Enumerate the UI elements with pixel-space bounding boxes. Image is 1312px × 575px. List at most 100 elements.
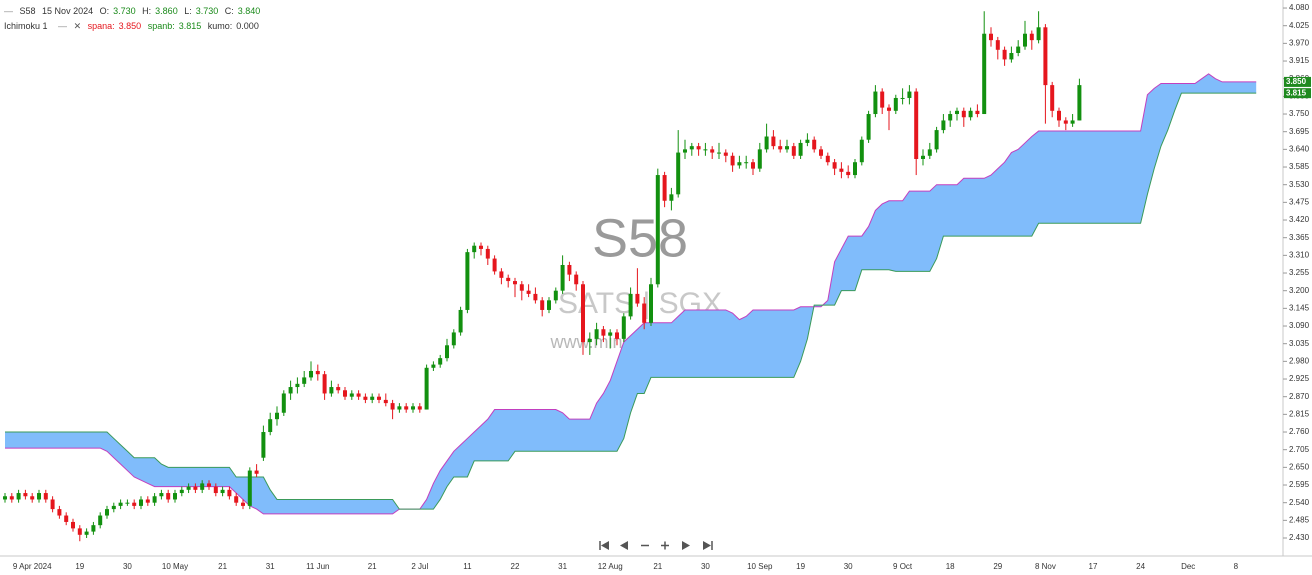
candle-body xyxy=(213,486,218,494)
candle-body xyxy=(173,493,177,500)
y-tick-label: 3.915 xyxy=(1289,56,1310,65)
close-label: C: xyxy=(224,6,234,16)
y-tick-label: 2.705 xyxy=(1289,445,1310,454)
low-label: L: xyxy=(184,6,192,16)
candle-body xyxy=(574,274,579,285)
candle-body xyxy=(77,528,82,535)
y-tick-label: 2.485 xyxy=(1289,515,1310,524)
candle-body xyxy=(832,162,837,169)
x-tick-label: 31 xyxy=(558,562,567,571)
candle-body xyxy=(281,393,286,413)
candle-body xyxy=(649,284,653,323)
x-tick-label: 30 xyxy=(844,562,853,571)
candle-body xyxy=(234,496,239,503)
x-tick-label: 8 xyxy=(1234,562,1239,571)
candle-body xyxy=(723,152,728,156)
plot-area xyxy=(3,11,1257,542)
candle-body xyxy=(771,136,776,147)
candle-body xyxy=(139,499,143,506)
candle-body xyxy=(485,248,490,259)
next-button[interactable] xyxy=(682,541,690,550)
candle-body xyxy=(798,142,803,156)
y-tick-label: 3.200 xyxy=(1289,286,1310,295)
candle-body xyxy=(431,364,436,368)
candle-body xyxy=(322,374,327,394)
candle-body xyxy=(601,329,606,336)
candle-body xyxy=(621,316,626,339)
candle-body xyxy=(676,152,681,195)
candle-body xyxy=(887,107,891,111)
high-label: H: xyxy=(142,6,152,16)
candle-body xyxy=(825,155,830,163)
y-tick-label: 3.420 xyxy=(1289,215,1310,224)
x-tick-label: Dec xyxy=(1181,562,1195,571)
last-button[interactable] xyxy=(703,541,713,550)
y-tick-label: 2.430 xyxy=(1289,533,1310,542)
low-value: 3.730 xyxy=(195,6,219,16)
zoom-in-button[interactable] xyxy=(661,541,669,550)
y-tick-label: 3.475 xyxy=(1289,197,1310,206)
candle-body xyxy=(363,396,368,400)
x-tick-label: 31 xyxy=(266,562,275,571)
candle-body xyxy=(635,293,640,304)
spanb-tag xyxy=(1284,88,1311,99)
spana-line xyxy=(5,73,1257,515)
candle-body xyxy=(57,509,62,516)
x-tick-label: 11 Jun xyxy=(306,562,329,571)
y-tick-label: 3.255 xyxy=(1289,268,1310,277)
y-tick-label: 2.870 xyxy=(1289,392,1310,401)
candle-body xyxy=(669,194,674,201)
candle-body xyxy=(805,139,810,143)
candle-body xyxy=(839,168,844,172)
y-tick-label: 2.540 xyxy=(1289,498,1310,507)
x-tick-label: 2 Jul xyxy=(411,562,428,571)
spanb-line xyxy=(5,92,1257,510)
spanb-label: spanb: xyxy=(147,21,175,31)
candle-body xyxy=(336,387,341,391)
first-button[interactable] xyxy=(599,541,609,550)
y-tick-label: 3.035 xyxy=(1289,339,1310,348)
candle-body xyxy=(295,383,300,388)
x-tick-label: 9 Apr 2024 xyxy=(13,562,52,571)
kumo-label: kumo: xyxy=(207,21,233,31)
candle-body xyxy=(3,496,7,500)
candle-body xyxy=(111,505,116,510)
candle-body xyxy=(411,406,415,410)
candle-body xyxy=(608,332,613,336)
candle-body xyxy=(302,377,307,384)
y-tick-label: 2.925 xyxy=(1289,374,1310,383)
candle-body xyxy=(9,496,14,500)
candle-body xyxy=(961,110,966,118)
candle-body xyxy=(846,171,851,176)
candle-body xyxy=(1057,110,1061,121)
candle-body xyxy=(30,496,35,500)
candle-body xyxy=(16,493,21,500)
y-tick-label: 4.080 xyxy=(1289,3,1310,12)
prev-button[interactable] xyxy=(620,541,628,550)
candle-body xyxy=(166,493,171,500)
y-tick-label: 2.760 xyxy=(1289,427,1310,436)
candle-body xyxy=(1002,49,1007,60)
candle-body xyxy=(540,300,545,310)
candle-body xyxy=(125,502,130,504)
close-value: 3.840 xyxy=(237,6,261,16)
candle-body xyxy=(764,136,769,150)
candle-body xyxy=(900,97,905,99)
x-tick-label: 19 xyxy=(796,562,805,571)
candle-body xyxy=(968,110,973,118)
candle-body xyxy=(200,483,205,490)
y-tick-label: 3.145 xyxy=(1289,303,1310,312)
candle-body xyxy=(533,293,538,301)
candle-body xyxy=(744,162,749,164)
y-tick-label: 3.585 xyxy=(1289,162,1310,171)
y-tick-label: 2.980 xyxy=(1289,356,1310,365)
candle-body xyxy=(955,110,959,115)
x-tick-label: 11 xyxy=(463,562,472,571)
candle-body xyxy=(424,367,429,410)
remove-icon[interactable]: ✕ xyxy=(73,21,82,31)
candle-body xyxy=(710,149,715,153)
spana-tag xyxy=(1284,76,1311,87)
symbol: S58 xyxy=(19,6,36,16)
y-tick-label: 2.650 xyxy=(1289,462,1310,471)
